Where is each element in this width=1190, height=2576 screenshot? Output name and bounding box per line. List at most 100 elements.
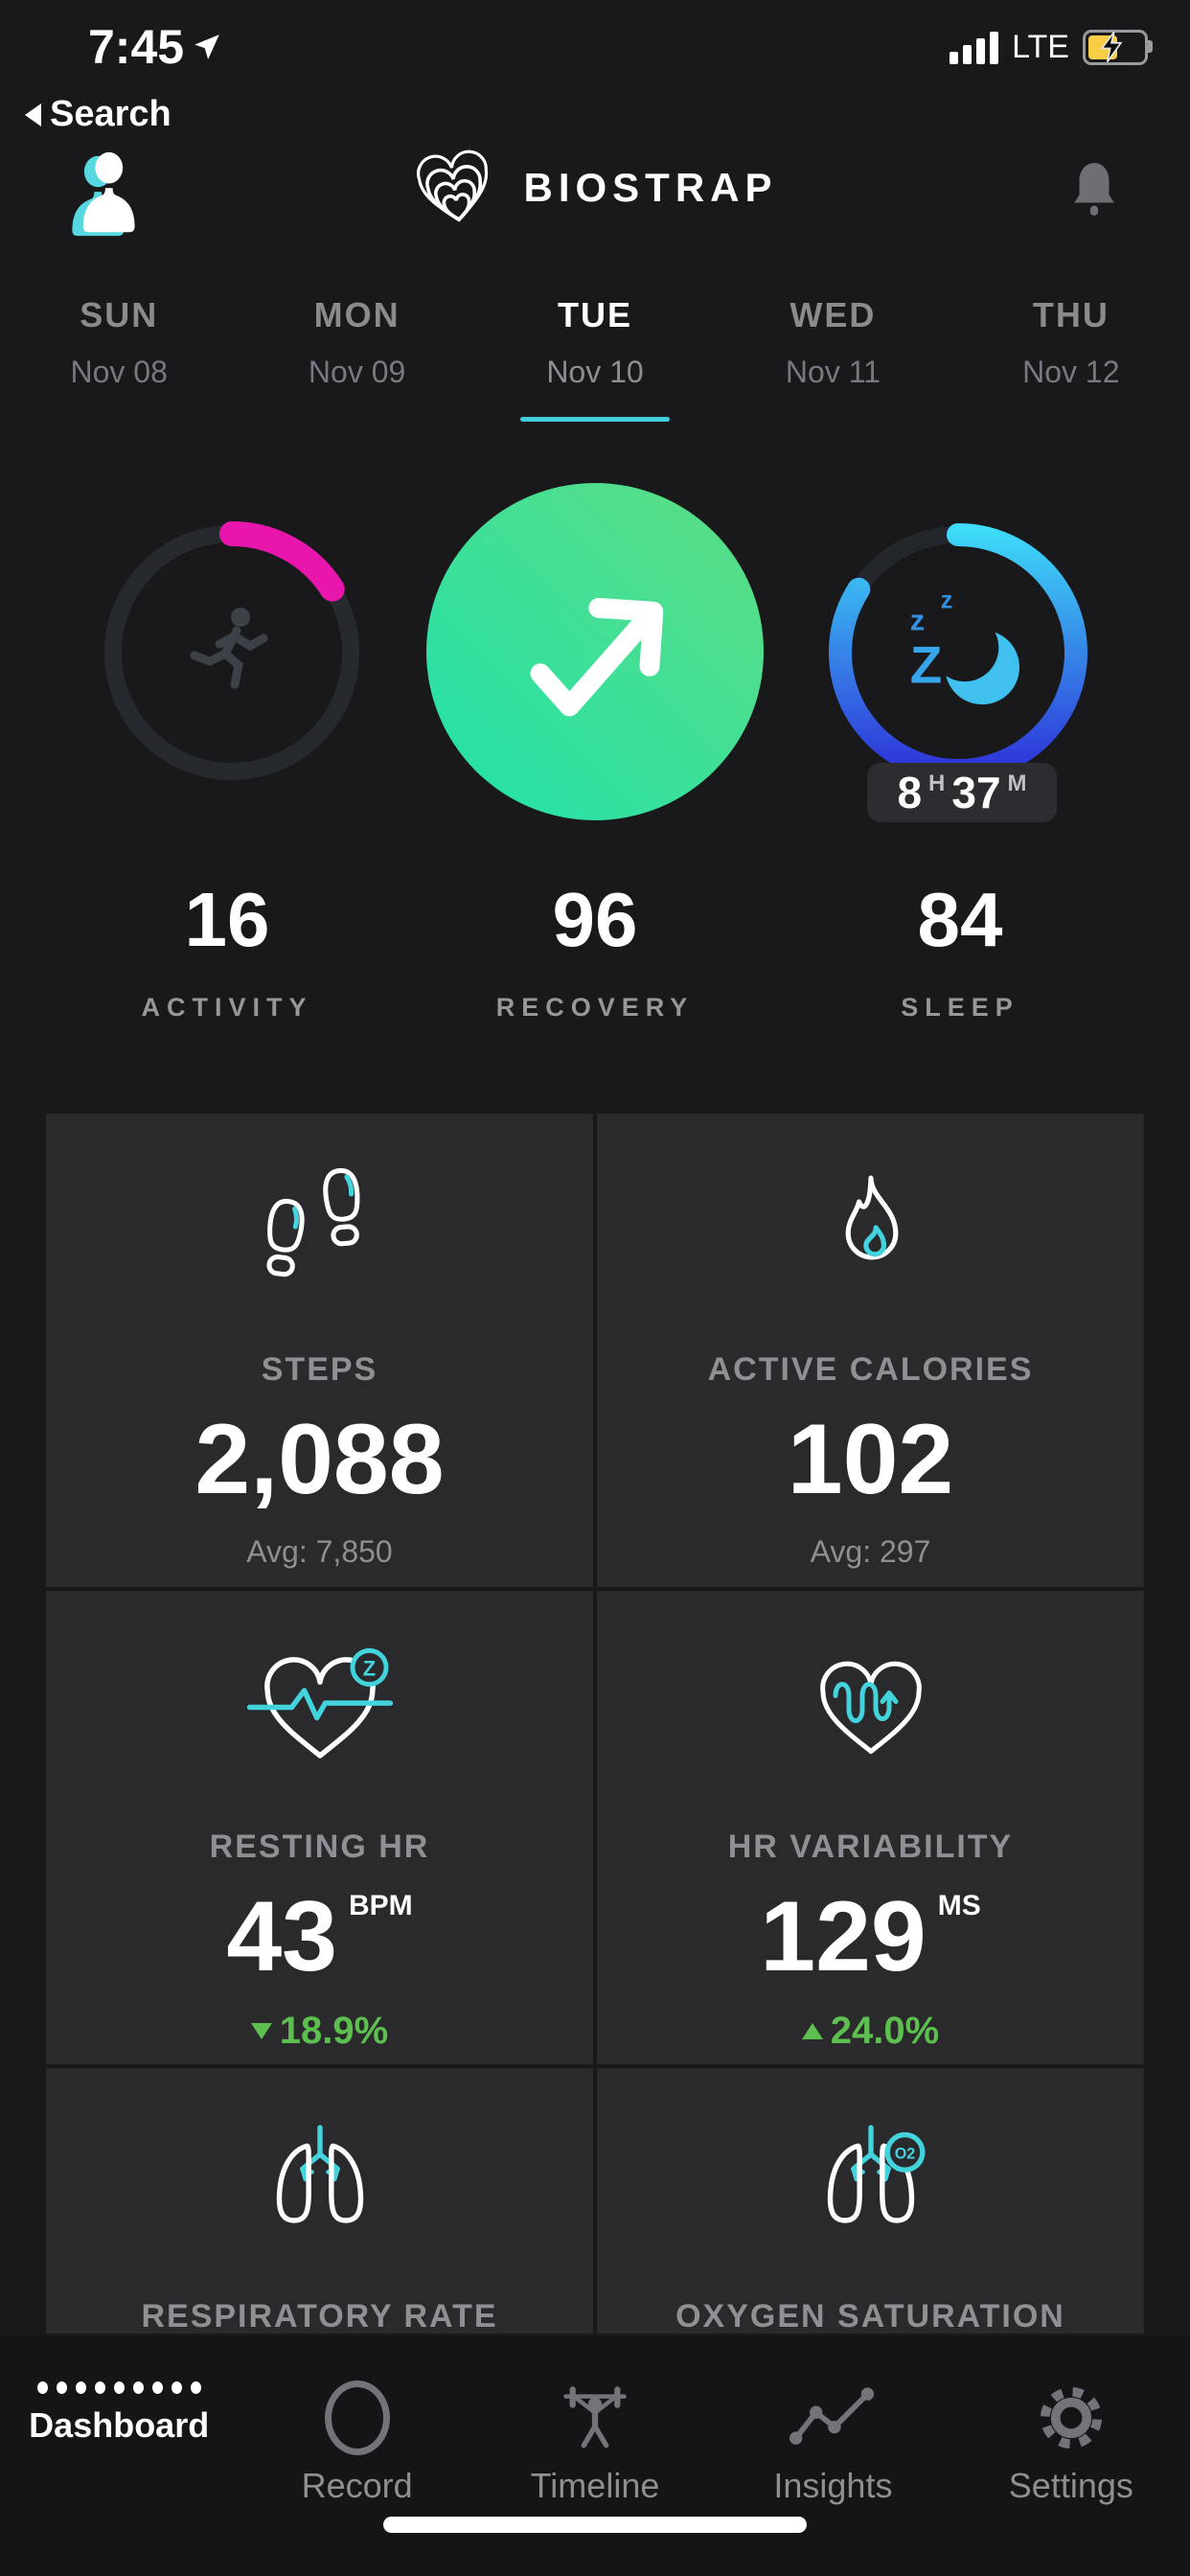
recovery-score: 96 RECOVERY: [432, 882, 758, 1023]
card-label: HR VARIABILITY: [727, 1828, 1014, 1865]
sleep-score: 84 SLEEP: [797, 882, 1123, 1023]
active-calories-card[interactable]: ACTIVE CALORIES 102 Avg: 297: [597, 1114, 1144, 1587]
steps-value: 2,088: [195, 1404, 445, 1515]
heart-pulse-icon: Z: [240, 1644, 400, 1769]
line-chart-icon: [790, 2387, 875, 2445]
respiratory-rate-card[interactable]: RESPIRATORY RATE: [46, 2068, 593, 2334]
sleep-moon-icon: z z Z: [881, 573, 1035, 731]
sleep-duration-badge: 8 H 37 M: [867, 763, 1057, 822]
trend-value: 24.0%: [830, 2010, 940, 2052]
heart-wave-icon: [799, 1644, 943, 1769]
day-date: Nov 11: [785, 355, 881, 389]
record-circle-icon: [324, 2380, 390, 2455]
bell-icon: [1074, 163, 1114, 216]
back-to-search-breadcrumb[interactable]: Search: [25, 94, 172, 135]
activity-score-label: ACTIVITY: [141, 993, 313, 1022]
day-item-thu[interactable]: THU Nov 12: [952, 295, 1190, 422]
tab-label: Dashboard: [29, 2405, 210, 2445]
sleep-hours: 8: [897, 768, 923, 817]
resting-hr-number: 43: [226, 1881, 337, 1992]
runner-icon: [190, 608, 268, 689]
hr-variability-card[interactable]: HR VARIABILITY 129 MS 24.0%: [597, 1591, 1144, 2064]
sleep-score-value: 84: [917, 877, 1003, 962]
bottom-tab-bar: Dashboard Record Timeline: [0, 2335, 1190, 2576]
clock: 7:45: [88, 20, 185, 74]
status-bar-right: LTE: [950, 29, 1153, 66]
resting-hr-value: 43 BPM: [226, 1887, 412, 1987]
dashboard-grid-icon: [36, 2381, 201, 2394]
day-date: Nov 08: [70, 355, 168, 389]
day-selector: SUN Nov 08 MON Nov 09 TUE Nov 10 WED Nov…: [0, 295, 1190, 422]
tab-dashboard[interactable]: Dashboard: [0, 2381, 238, 2446]
activity-ring[interactable]: [98, 518, 366, 787]
sleep-zone-z-glyph: Z: [362, 1657, 375, 1681]
tab-insights[interactable]: Insights: [714, 2381, 951, 2506]
profile-button[interactable]: [59, 150, 148, 242]
day-item-tue[interactable]: TUE Nov 10: [476, 295, 714, 422]
day-item-mon[interactable]: MON Nov 09: [238, 295, 475, 422]
card-label: RESPIRATORY RATE: [141, 2298, 498, 2334]
card-label: ACTIVE CALORIES: [707, 1351, 1034, 1388]
location-arrow-icon: [195, 34, 219, 59]
day-underline: [996, 417, 1146, 422]
oxygen-saturation-card[interactable]: O2 OXYGEN SATURATION: [597, 2068, 1144, 2334]
footsteps-icon: [257, 1167, 383, 1292]
sleep-minutes: 37: [951, 768, 1001, 817]
notifications-button[interactable]: [1069, 159, 1119, 223]
active-calories-average: Avg: 297: [810, 1534, 931, 1569]
day-name: THU: [1032, 295, 1110, 334]
tab-record[interactable]: Record: [238, 2380, 475, 2506]
hr-variability-number: 129: [760, 1881, 927, 1992]
metric-cards-grid: STEPS 2,088 Avg: 7,850 ACTIVE CALORIES 1…: [46, 1114, 1144, 2334]
tab-label: Record: [301, 2466, 413, 2505]
tab-label: Timeline: [530, 2466, 660, 2505]
tab-timeline[interactable]: Timeline: [476, 2381, 714, 2506]
biostrap-heart-logo-icon: [417, 150, 489, 222]
hr-variability-unit: MS: [937, 1890, 981, 1921]
lungs-icon: [253, 2122, 387, 2239]
home-indicator[interactable]: [383, 2517, 807, 2533]
trend-down-icon: [250, 2023, 272, 2039]
app-logo: BIOSTRAP: [0, 146, 1190, 230]
day-date: Nov 12: [1022, 355, 1120, 389]
day-underline: [283, 417, 432, 422]
resting-hr-card[interactable]: Z RESTING HR 43 BPM 18.9%: [46, 1591, 593, 2064]
active-calories-value: 102: [787, 1404, 954, 1515]
lightning-bolt-icon: [1100, 31, 1123, 63]
gear-icon: [1040, 2386, 1102, 2450]
resting-hr-unit: BPM: [349, 1890, 413, 1921]
tab-label: Settings: [1008, 2466, 1133, 2505]
z-glyph: Z: [910, 634, 943, 694]
battery-charging-icon: [1083, 30, 1153, 65]
profile-people-icon: [72, 151, 135, 237]
flame-icon: [817, 1167, 925, 1292]
day-name: WED: [790, 295, 877, 334]
recovery-circle[interactable]: [426, 483, 764, 820]
steps-card[interactable]: STEPS 2,088 Avg: 7,850: [46, 1114, 593, 1587]
day-underline: [44, 417, 194, 422]
card-label: RESTING HR: [209, 1828, 430, 1865]
day-name: TUE: [558, 295, 633, 334]
day-item-sun[interactable]: SUN Nov 08: [0, 295, 238, 422]
activity-score: 16 ACTIVITY: [64, 882, 390, 1023]
lungs-o2-icon: O2: [804, 2122, 938, 2239]
day-underline: [758, 417, 907, 422]
back-arrow-icon: [25, 103, 41, 126]
network-type-label: LTE: [1012, 29, 1069, 65]
hr-variability-value: 129 MS: [760, 1887, 981, 1987]
card-label: STEPS: [261, 1351, 378, 1388]
minutes-unit: M: [1007, 770, 1027, 796]
selected-day-underline: [520, 417, 671, 422]
card-label: OXYGEN SATURATION: [675, 2298, 1065, 2334]
recovery-score-label: RECOVERY: [495, 993, 695, 1022]
tab-settings[interactable]: Settings: [952, 2381, 1190, 2506]
steps-average: Avg: 7,850: [246, 1534, 393, 1569]
app-name: BIOSTRAP: [523, 165, 778, 210]
trend-value: 18.9%: [279, 2010, 389, 2052]
day-item-wed[interactable]: WED Nov 11: [714, 295, 951, 422]
status-bar-time: 7:45: [88, 19, 220, 75]
z-glyph: z: [910, 603, 925, 636]
tab-label: Insights: [773, 2466, 893, 2505]
resting-hr-trend: 18.9%: [250, 2010, 389, 2053]
